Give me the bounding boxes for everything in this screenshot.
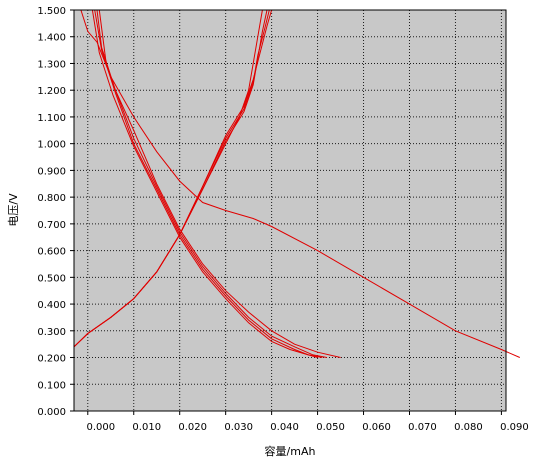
x-tick-label: 0.070 bbox=[408, 422, 437, 433]
y-tick-label: 0.800 bbox=[37, 193, 66, 204]
x-tick-label: 0.010 bbox=[132, 422, 161, 433]
y-tick-label: 0.000 bbox=[37, 407, 66, 418]
x-axis-title: 容量/mAh bbox=[265, 444, 316, 458]
plot-border bbox=[73, 9, 507, 412]
series-4-line bbox=[94, 9, 323, 358]
x-tick-label: 0.030 bbox=[224, 422, 253, 433]
y-tick-label: 0.600 bbox=[37, 247, 66, 258]
y-tick-label: 0.500 bbox=[37, 273, 66, 284]
x-axis-ticks: 0.000 0.010 0.020 0.030 0.040 0.050 0.060 0.070… bbox=[86, 411, 529, 433]
plot-area bbox=[74, 10, 506, 411]
y-tick-label: 1.200 bbox=[37, 86, 66, 97]
x-tick-label: 0.020 bbox=[178, 422, 207, 433]
x-tick-label: 0.050 bbox=[316, 422, 345, 433]
series-5-line bbox=[91, 9, 318, 358]
y-tick-label: 0.400 bbox=[37, 300, 66, 311]
x-tick-label: 0.080 bbox=[454, 422, 483, 433]
y-tick-label: 0.700 bbox=[37, 220, 66, 231]
y-tick-label: 1.100 bbox=[37, 113, 66, 124]
y-tick-label: 1.000 bbox=[37, 140, 66, 151]
x-tick-label: 0.040 bbox=[270, 422, 299, 433]
y-tick-label: 0.900 bbox=[37, 166, 66, 177]
y-axis-title: 电压/V bbox=[7, 193, 20, 227]
y-tick-label: 1.400 bbox=[37, 33, 66, 44]
y-tick-label: 0.200 bbox=[37, 354, 66, 365]
y-tick-label: 0.100 bbox=[37, 380, 66, 391]
x-tick-label: 0.000 bbox=[86, 422, 115, 433]
series-9-line bbox=[73, 9, 273, 348]
x-tick-label: 0.090 bbox=[500, 422, 529, 433]
y-tick-label: 1.300 bbox=[37, 59, 66, 70]
x-tick-label: 0.060 bbox=[362, 422, 391, 433]
curves bbox=[73, 9, 520, 358]
y-axis-ticks: 0.000 0.100 0.200 0.300 0.400 0.500 0.600 0.700… bbox=[37, 6, 74, 418]
series-3-line bbox=[96, 9, 327, 358]
y-tick-label: 0.300 bbox=[37, 327, 66, 338]
y-tick-label: 1.500 bbox=[37, 6, 66, 17]
